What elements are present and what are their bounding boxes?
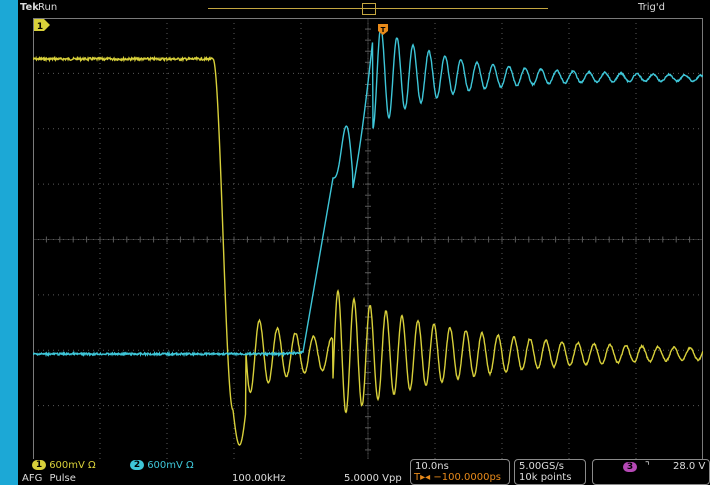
- channel-1-ground-marker-icon[interactable]: 1: [33, 18, 51, 32]
- afg-frequency: 100.00kHz: [232, 473, 286, 484]
- afg-label: AFG: [22, 473, 43, 484]
- trigger-source-badge: 3: [623, 462, 637, 472]
- afg-waveform: Pulse: [49, 473, 76, 484]
- channel-1-badge: 1: [32, 460, 46, 470]
- top-status-bar: Tek Run Trig'd: [18, 0, 710, 18]
- trigger-level: 28.0 V: [673, 461, 706, 472]
- channel-1-readout[interactable]: 1 600mV Ω: [32, 460, 96, 471]
- trigger-status: Trig'd: [638, 2, 665, 13]
- timebase-readout[interactable]: 10.0ns T▸◂ −100.0000ps: [410, 459, 510, 485]
- channel-1-waveform: [33, 55, 703, 446]
- acquisition-readout[interactable]: 5.00GS/s 10k points: [514, 459, 586, 485]
- record-length: 10k points: [519, 472, 572, 483]
- sample-rate: 5.00GS/s: [519, 461, 564, 472]
- channel-1-scale: 600mV Ω: [49, 460, 96, 471]
- waveform-canvas: T: [33, 18, 703, 461]
- record-view-bar: [208, 8, 548, 9]
- bottom-status-bar: 1 600mV Ω 2 600mV Ω AFG Pulse 100.00kHz …: [18, 459, 710, 485]
- trigger-readout[interactable]: 3 ⌝ 28.0 V: [592, 459, 710, 485]
- channel-2-badge: 2: [130, 460, 144, 470]
- channel-2-readout[interactable]: 2 600mV Ω: [130, 460, 194, 471]
- svg-text:T: T: [381, 26, 386, 34]
- oscilloscope-screen: Tek Run Trig'd T 1 1 600mV Ω 2: [18, 0, 710, 485]
- timebase-scale: 10.0ns: [415, 461, 449, 472]
- horizontal-position-icon: T▸◂: [414, 472, 431, 483]
- falling-edge-icon: ⌝: [645, 461, 650, 472]
- afg-readout[interactable]: AFG Pulse 100.00kHz 5.0000 Vpp: [22, 473, 406, 484]
- brand-logo: Tek: [20, 2, 39, 13]
- run-state[interactable]: Run: [38, 2, 58, 13]
- channel-2-waveform: [33, 26, 703, 358]
- trigger-marker-icon[interactable]: T: [378, 24, 388, 35]
- waveform-display[interactable]: T 1: [33, 18, 703, 461]
- channel-readout: 1 600mV Ω 2 600mV Ω: [32, 460, 404, 471]
- trigger-position-indicator[interactable]: [362, 3, 376, 15]
- svg-text:1: 1: [37, 22, 43, 32]
- channel-2-scale: 600mV Ω: [147, 460, 194, 471]
- timebase-position: T▸◂ −100.0000ps: [414, 472, 501, 483]
- afg-amplitude: 5.0000 Vpp: [344, 473, 402, 484]
